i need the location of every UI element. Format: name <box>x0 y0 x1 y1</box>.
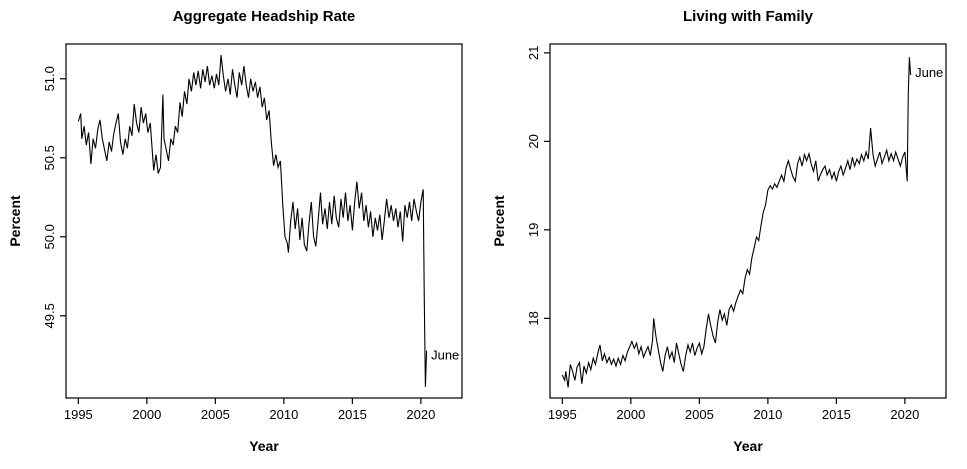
x-tick-label: 2020 <box>406 407 435 422</box>
right-chart-panel: Living with Family Year Percent 1995 2000… <box>484 0 967 469</box>
june-annotation: June <box>431 347 459 362</box>
y-tick-label: 20 <box>526 134 541 148</box>
x-tick-label: 2000 <box>132 407 161 422</box>
x-tick-label: 2015 <box>822 407 851 422</box>
x-tick-label: 2010 <box>753 407 782 422</box>
series-line <box>77 55 428 387</box>
living-with-family-chart: Living with Family Year Percent 1995 2000… <box>491 8 947 454</box>
y-tick-label: 49.5 <box>42 303 57 328</box>
x-axis-label: Year <box>249 438 279 454</box>
series-line <box>561 57 912 388</box>
left-chart-panel: Aggregate Headship Rate Year Percent 199… <box>0 0 483 469</box>
axis-ticks: 1995 2000 2005 2010 2015 2020 18 19 20 21 <box>526 46 919 422</box>
x-tick-label: 2005 <box>201 407 230 422</box>
x-axis-label: Year <box>733 438 763 454</box>
june-annotation: June <box>915 65 943 80</box>
chart-title: Living with Family <box>683 8 814 25</box>
x-tick-label: 2000 <box>616 407 645 422</box>
y-tick-label: 51.0 <box>42 66 57 91</box>
y-tick-label: 21 <box>526 46 541 60</box>
x-tick-label: 1995 <box>64 407 93 422</box>
x-tick-label: 2020 <box>890 407 919 422</box>
aggregate-headship-rate-chart: Aggregate Headship Rate Year Percent 199… <box>7 8 463 454</box>
x-tick-label: 1995 <box>548 407 577 422</box>
x-tick-label: 2010 <box>269 407 298 422</box>
y-tick-label: 50.0 <box>42 224 57 249</box>
chart-title: Aggregate Headship Rate <box>173 8 356 25</box>
x-tick-label: 2015 <box>338 407 367 422</box>
axis-ticks: 1995 2000 2005 2010 2015 2020 49.5 50.0 50.5 51.0 <box>42 66 435 422</box>
y-axis-label: Percent <box>491 195 507 247</box>
y-tick-label: 19 <box>526 223 541 237</box>
x-tick-label: 2005 <box>685 407 714 422</box>
plot-border <box>549 43 947 399</box>
y-axis-label: Percent <box>7 195 23 247</box>
y-tick-label: 50.5 <box>42 145 57 170</box>
y-tick-label: 18 <box>526 311 541 325</box>
plot-border <box>65 43 463 399</box>
